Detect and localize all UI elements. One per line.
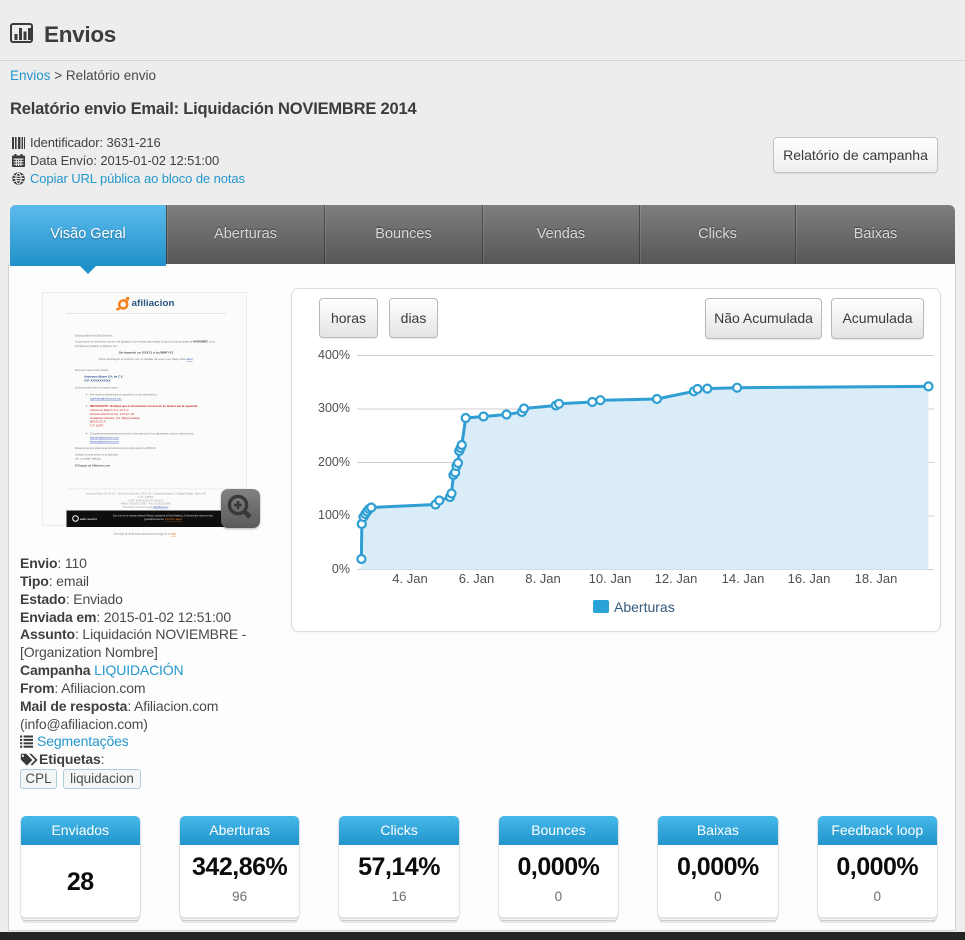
svg-text:A continuación se encuentra el: A continuación se encuentra el acceso a …: [75, 340, 215, 344]
svg-text:Por factura electrónica al sig: Por factura electrónica al siguiente cor…: [90, 393, 158, 397]
svg-text:Para dejar de recibir estas co: Para dejar de recibir estas comunicacion…: [114, 532, 176, 536]
svg-text:Se importó su XXXJ1 a la [MM/Y: Se importó su XXXJ1 a la [MM/YY]: [119, 351, 174, 355]
svg-text:Estimado/a[GenderSuffix] [Nomb: Estimado/a[GenderSuffix] [Nombre],: [75, 334, 113, 338]
svg-text:Teléfono: +52 555 123 4567 - F: Teléfono: +52 555 123 4567 - Fax: +52 55…: [121, 502, 171, 506]
svg-text:Número Escritura No. 173 Int.: Número Escritura No. 173 Int. 20: [90, 412, 134, 416]
svg-text:Autonomo Mizpro S.A. de C.V.: Autonomo Mizpro S.A. de C.V.: [89, 408, 129, 412]
svg-text:Cualquier consulta estamos a s: Cualquier consulta estamos a su disposic…: [75, 453, 119, 457]
svg-text:MEXICO D.F.: MEXICO D.F.: [90, 420, 106, 424]
svg-text:gratúitamente pínche aquí: gratúitamente pínche aquí: [144, 518, 182, 521]
svg-text:•: •: [86, 393, 88, 397]
svg-text:afiliacion: afiliacion: [132, 298, 175, 308]
svg-text:ligowack@autonomo.com: ligowack@autonomo.com: [90, 436, 119, 440]
svg-text:El Equipo de Afiliacion.com: El Equipo de Afiliacion.com: [75, 464, 110, 468]
svg-text:Para descargar el archivo con: Para descargar el archivo con el detalle…: [99, 357, 193, 361]
svg-text:CIF XXXXXXXXXX: CIF XXXXXXXXXX: [128, 498, 163, 502]
svg-text:Para cualquier consulta con no: Para cualquier consulta con nosotros inf…: [123, 505, 168, 509]
svg-text:Este envío se ha realizado uti: Este envío se ha realizado utilizando Af…: [113, 514, 214, 517]
svg-text:facturas@autonomo.com: facturas@autonomo.com: [90, 440, 119, 444]
svg-text:C.P. 11570: C.P. 11570: [138, 495, 154, 499]
svg-text:Autonomo Mizpro S.A. de C.V. -: Autonomo Mizpro S.A. de C.V. - Número Es…: [86, 492, 206, 496]
svg-text:CIF XXXXXXXXX: CIF XXXXXXXXX: [84, 379, 112, 383]
svg-text:Un cordial saludo.: Un cordial saludo.: [75, 457, 102, 461]
svg-text:Complementariamente por email: Complementariamente por email en formato…: [90, 432, 194, 436]
svg-text:C.P. 11570: C.P. 11570: [90, 424, 103, 428]
svg-text:Recuerde que para poder pagar: Recuerde que para poder pagar las factur…: [75, 446, 156, 450]
svg-text:IMPORTANTE: Verifique que la i: IMPORTANTE: Verifique que la información…: [90, 404, 198, 408]
svg-text:web sector: web sector: [79, 517, 98, 521]
svg-text:•: •: [86, 432, 88, 436]
svg-text:•: •: [86, 404, 88, 408]
svg-text:actividad como afiliado en Afi: actividad como afiliado en Afiliacion.co…: [75, 344, 118, 348]
svg-text:Las facturas deben llegar de l: Las facturas deben llegar de la siguient…: [75, 386, 118, 390]
svg-text:Autonomo Mizpro S.A. de C.V.: Autonomo Mizpro S.A. de C.V.: [83, 375, 123, 379]
svg-text:Guadalupe Morelos, Col. Miguel: Guadalupe Morelos, Col. Miguel Hidalgo: [90, 416, 140, 420]
svg-text:Estos son nuestros datos fisca: Estos son nuestros datos fiscales:: [75, 368, 109, 372]
svg-text:logercatira@antonomia.com: logercatira@antonomia.com: [90, 397, 122, 401]
